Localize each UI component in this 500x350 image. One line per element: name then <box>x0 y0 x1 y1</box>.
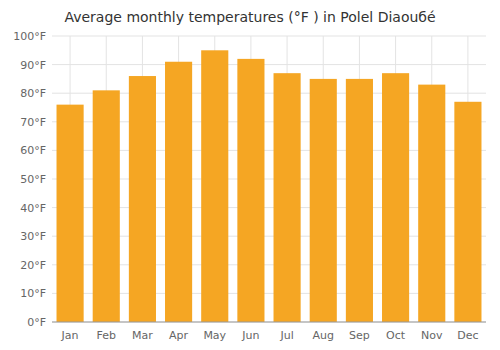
x-tick-label: Jan <box>61 329 79 342</box>
y-tick-label: 50°F <box>20 173 46 186</box>
y-grid-line <box>52 36 486 37</box>
y-tick-label: 10°F <box>20 287 46 300</box>
y-tick-label: 70°F <box>20 116 46 129</box>
x-tick-label: Dec <box>457 329 478 342</box>
y-tick-label: 80°F <box>20 87 46 100</box>
y-tick-label: 100°F <box>13 30 46 43</box>
x-tick-label: Sep <box>349 329 370 342</box>
chart: Average monthly temperatures (°F ) in Po… <box>0 0 500 350</box>
x-tick-label: May <box>203 329 226 342</box>
x-tick-label: Aug <box>313 329 334 342</box>
bar <box>310 79 337 322</box>
bar <box>237 59 264 322</box>
y-tick-label: 20°F <box>20 259 46 272</box>
x-tick-label: Feb <box>97 329 116 342</box>
bar <box>93 90 120 322</box>
x-axis-line <box>52 322 486 323</box>
x-tick-label: Apr <box>169 329 189 342</box>
title: Average monthly temperatures (°F ) in Po… <box>64 9 435 25</box>
bar <box>418 85 445 322</box>
y-grid-line <box>52 64 486 65</box>
y-tick-label: 90°F <box>20 59 46 72</box>
x-tick-label: Oct <box>386 329 406 342</box>
y-tick-label: 60°F <box>20 144 46 157</box>
x-tick-label: Jun <box>241 329 259 342</box>
y-grid-line <box>52 322 486 323</box>
bars <box>57 50 482 322</box>
y-tick-label: 40°F <box>20 202 46 215</box>
grid <box>52 36 486 322</box>
bar <box>57 105 84 322</box>
bar <box>274 73 301 322</box>
x-tick-label: Mar <box>132 329 153 342</box>
y-tick-label: 30°F <box>20 230 46 243</box>
bar <box>346 79 373 322</box>
y-tick-label: 0°F <box>27 316 46 329</box>
x-tick-label: Jul <box>279 329 293 342</box>
bar <box>201 50 228 322</box>
bar <box>454 102 481 322</box>
x-tick-label: Nov <box>421 329 443 342</box>
bar <box>165 62 192 322</box>
bar <box>129 76 156 322</box>
bar <box>382 73 409 322</box>
